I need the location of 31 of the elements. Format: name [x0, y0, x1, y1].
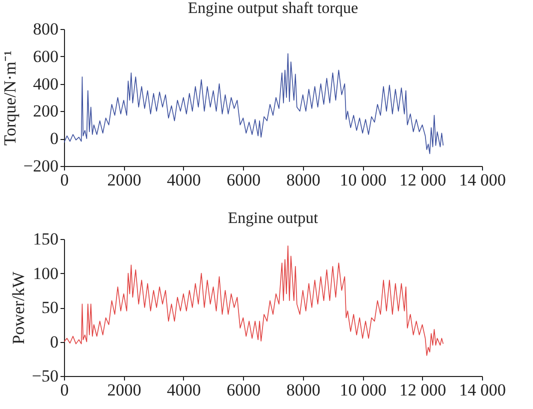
y-axis-title: Torque/N·m⁻¹	[0, 50, 20, 146]
y-tick-label: 50	[42, 298, 58, 317]
chart-title: Engine output shaft torque	[188, 0, 358, 17]
x-tick-label: 2000	[107, 170, 142, 190]
x-tick-label: 4000	[166, 380, 201, 400]
chart-title: Engine output	[228, 210, 319, 227]
y-axis-title: Power/kW	[8, 270, 28, 344]
y-tick-label: 0	[50, 129, 58, 148]
y-tick-label: 150	[33, 230, 58, 248]
x-tick-label: 10 000	[340, 170, 386, 190]
x-tick-label: 4000	[166, 170, 201, 190]
y-tick-label: 800	[33, 20, 58, 38]
line-series	[64, 53, 444, 154]
y-tick-label: 400	[33, 74, 58, 94]
x-tick-label: 8000	[286, 170, 320, 190]
x-tick-label: 8000	[286, 380, 320, 400]
y-tick-label: 0	[50, 332, 58, 352]
x-tick-label: 14 000	[459, 380, 506, 400]
x-tick-label: 12 000	[399, 170, 446, 190]
y-tick-label: 600	[33, 46, 58, 66]
y-tick-label: 100	[33, 264, 58, 283]
x-tick-label: 2000	[107, 380, 142, 400]
x-tick-label: 14 000	[459, 170, 506, 190]
y-tick-label: 200	[33, 102, 58, 121]
x-tick-label: 10 000	[340, 380, 386, 400]
line-series	[64, 245, 444, 356]
y-tick-label: −50	[32, 366, 58, 386]
x-tick-label: 6000	[226, 380, 261, 400]
x-tick-label: 12 000	[399, 380, 446, 400]
x-tick-label: 6000	[226, 170, 261, 190]
y-tick-label: −200	[23, 156, 58, 176]
